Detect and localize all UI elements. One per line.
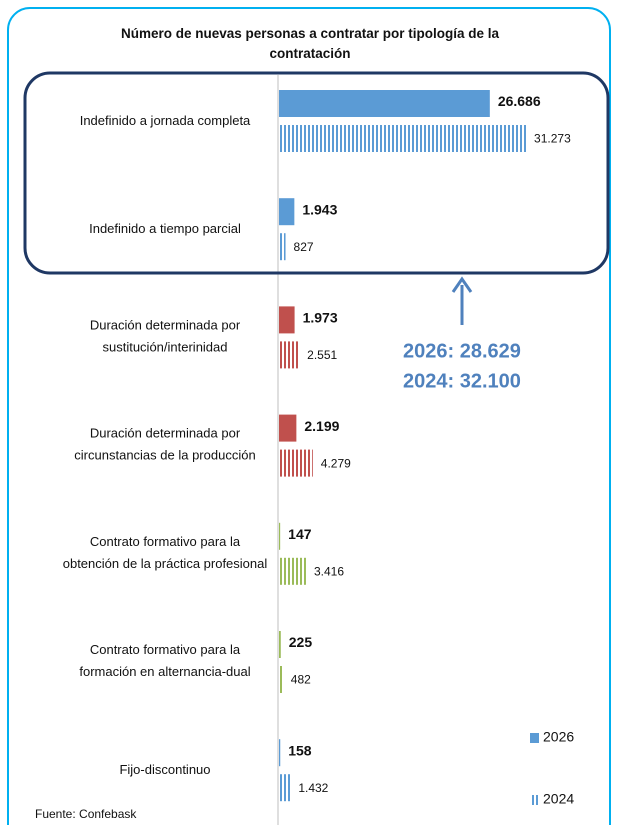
legend-label: 2024 [543,791,574,807]
value-label: 147 [288,526,312,542]
category-label: Duración determinada por sustitución/inte… [90,318,241,355]
value-label: 31.273 [534,132,571,146]
value-label: 1.973 [303,310,338,326]
bar [279,198,295,226]
bar [279,522,281,550]
legend-swatch [530,795,539,805]
value-label: 3.416 [314,564,344,578]
annotation: 2026: 28.629 [403,340,521,362]
bar [279,774,291,802]
category-label: Indefinido a tiempo parcial [89,222,241,237]
bar [279,306,295,334]
value-label: 158 [288,742,312,758]
bar [279,666,283,693]
bar [279,739,281,767]
bar [279,414,297,442]
bar [279,449,313,477]
outer-border [7,7,611,825]
bar [279,233,286,261]
value-label: 4.279 [321,456,351,470]
source: Fuente: Confebask [35,807,137,821]
arrow-head [451,276,473,293]
bar [279,341,300,369]
value-label: 225 [289,634,313,650]
bar [279,557,306,585]
category-label: Duración determinada por circunstancias d… [74,426,255,463]
value-label: 482 [291,673,311,687]
highlight-box [23,71,610,275]
value-label: 26.686 [498,93,541,109]
category-label: Indefinido a jornada completa [80,113,251,128]
value-label: 2.551 [307,348,337,362]
bar [279,125,527,152]
bar [279,90,490,117]
annotation: 2024: 32.100 [403,370,521,392]
legend-label: 2026 [543,729,574,745]
category-label: Fijo-discontinuo [119,763,210,778]
chart-title: Número de nuevas personas a contratar po… [120,26,500,61]
category-label: Contrato formativo para la obtención de l… [63,534,268,571]
legend-swatch [530,733,539,743]
value-label: 827 [294,240,314,254]
value-label: 1.432 [298,781,328,795]
bar [279,631,281,658]
category-label: Contrato formativo para la formación en a… [79,642,250,679]
value-label: 1.943 [302,201,337,217]
value-label: 2.199 [304,418,339,434]
